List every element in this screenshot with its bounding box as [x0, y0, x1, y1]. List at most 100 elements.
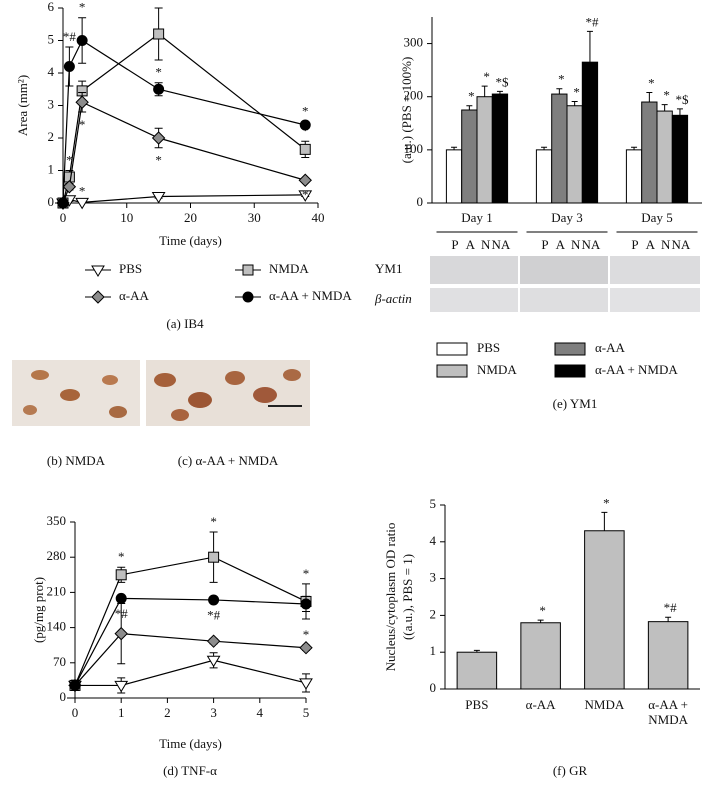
legend-label: α-AA: [119, 288, 150, 303]
point-label: *: [118, 549, 125, 564]
caption: (d) TNF-α: [163, 763, 217, 778]
cell: [102, 375, 118, 385]
bar: [491, 93, 509, 204]
marker: [299, 678, 313, 690]
marker: [153, 83, 165, 95]
marker: [69, 679, 81, 691]
cell: [253, 387, 277, 403]
marker: [298, 190, 313, 202]
legend-label: α-AA + NMDA: [595, 362, 678, 377]
y-tick-label: 3: [48, 96, 55, 111]
point-label: *: [66, 152, 73, 167]
error-bar: [586, 30, 593, 63]
image-c: [146, 360, 310, 426]
bar: [566, 105, 583, 204]
marker: [114, 680, 129, 693]
point-label: *: [79, 117, 86, 132]
y-tick-label: 1: [48, 161, 55, 176]
marker: [62, 180, 77, 194]
error-bar: [481, 85, 488, 97]
point-label: *: [155, 153, 162, 168]
y-tick-label: 2: [48, 129, 55, 144]
y-tick-label: 0: [48, 194, 55, 209]
error-bar: [496, 90, 503, 95]
legend-swatch: [436, 342, 468, 356]
point-label: *#: [115, 606, 129, 621]
legend-swatch: [554, 342, 586, 356]
point-label: *: [79, 0, 86, 15]
legend-swatch: [554, 364, 586, 378]
sub-label: NA: [672, 237, 691, 252]
y-tick-label: 140: [47, 619, 67, 634]
y-axis-label: (a.u.) (PBS = 100%): [399, 57, 414, 164]
error-bar: [451, 146, 458, 150]
sub-label: NA: [492, 237, 511, 252]
point-label: *: [302, 104, 309, 119]
marker: [300, 598, 312, 610]
point-label: *: [210, 514, 217, 529]
blot-panel: [430, 256, 518, 284]
marker: [299, 641, 313, 655]
blot-panel: [610, 256, 700, 284]
x-tick-label: NMDA: [584, 697, 625, 712]
cell: [171, 409, 189, 421]
cell: [31, 370, 49, 380]
x-tick-label: 30: [248, 210, 261, 225]
marker: [76, 35, 88, 46]
y-tick-label: 1: [430, 643, 437, 658]
western-blot: [430, 256, 700, 312]
y-tick-label: 0: [417, 194, 424, 209]
marker: [57, 197, 69, 209]
y-axis-label: (pg/mg prot): [31, 577, 46, 643]
error-bar: [676, 108, 683, 116]
error-bar: [601, 511, 608, 531]
point-label: *$: [675, 92, 689, 107]
point-label: *: [483, 69, 490, 84]
point-label: *: [302, 187, 309, 202]
cell: [225, 371, 245, 385]
y-tick-label: 0: [430, 680, 437, 695]
bar: [647, 621, 689, 690]
marker: [298, 173, 312, 187]
y-tick-label: 350: [47, 513, 67, 528]
bar: [520, 622, 561, 690]
legend-label: α-AA: [595, 340, 626, 355]
cell: [60, 389, 80, 401]
x-tick-label: Day 5: [641, 210, 672, 225]
legend-label: NMDA: [269, 261, 309, 276]
point-label: *: [468, 89, 475, 104]
legend-label: PBS: [119, 261, 142, 276]
y-tick-label: 200: [404, 88, 424, 103]
bar: [456, 651, 498, 690]
error-bar: [665, 616, 672, 622]
point-label: *#: [207, 607, 221, 622]
blot-label: YM1: [375, 261, 402, 276]
y-tick-label: 0: [60, 689, 67, 704]
legend-marker: [242, 291, 254, 303]
y-tick-label: 2: [430, 606, 437, 621]
error-bar: [466, 105, 473, 110]
y-tick-label: 3: [430, 570, 437, 585]
series-line: [62, 33, 306, 204]
marker: [153, 28, 165, 40]
legend-marker: [91, 265, 105, 277]
x-tick-label: 2: [164, 705, 171, 720]
series-line: [62, 194, 306, 204]
x-tick-label: 0: [72, 705, 79, 720]
point-label: *: [155, 0, 162, 5]
point-label: *: [155, 65, 162, 80]
y-tick-label: 5: [48, 31, 55, 46]
marker: [115, 569, 127, 581]
legend-marker: [242, 264, 254, 276]
point-label: *: [558, 72, 565, 87]
legend-label: PBS: [477, 340, 500, 355]
sub-label: A: [466, 237, 476, 252]
legend-label: NMDA: [477, 362, 517, 377]
marker: [151, 192, 166, 204]
error-bar: [556, 88, 563, 95]
marker: [114, 626, 128, 641]
point-label: *: [302, 123, 309, 138]
caption: (b) NMDA: [47, 453, 106, 468]
point-label: *#: [664, 600, 678, 615]
